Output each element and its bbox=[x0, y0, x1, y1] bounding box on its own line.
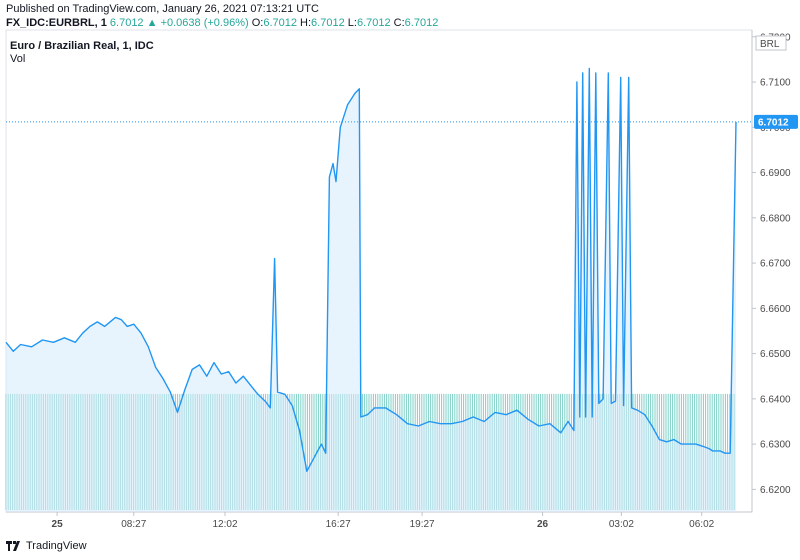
chart-legend: Euro / Brazilian Real, 1, IDC Vol bbox=[10, 40, 154, 66]
last-price-tag bbox=[754, 114, 798, 129]
low-value: 6.7012 bbox=[356, 17, 391, 29]
instrument-name: Euro / Brazilian Real, 1, IDC bbox=[10, 40, 154, 52]
published-line: Published on TradingView.com, January 26… bbox=[6, 3, 319, 15]
volume-label: Vol bbox=[10, 53, 26, 65]
x-tick-label: 16:27 bbox=[326, 519, 351, 530]
last-price: 6.7012 bbox=[109, 17, 144, 29]
x-tick-label: 06:02 bbox=[689, 519, 714, 530]
chart-header: Published on TradingView.com, January 26… bbox=[6, 2, 438, 30]
close-label: C: bbox=[393, 17, 405, 29]
currency-box bbox=[755, 35, 787, 51]
x-tick-label: 19:27 bbox=[410, 519, 435, 530]
price-line bbox=[5, 67, 737, 472]
y-tick-label: 6.6900 bbox=[760, 168, 791, 179]
y-tick-label: 6.6200 bbox=[760, 485, 791, 496]
ohlc-line: FX_IDC:EURBRL, 1 6.7012 ▲ +0.0638 (+0.96… bbox=[6, 16, 438, 30]
open-value: 6.7012 bbox=[263, 17, 297, 29]
currency-label: BRL bbox=[760, 39, 780, 50]
last-price-tag-label: 6.7012 bbox=[758, 117, 789, 128]
y-tick-label: 6.6700 bbox=[760, 259, 791, 270]
low-label: L: bbox=[347, 17, 357, 29]
y-tick-label: 6.6500 bbox=[760, 349, 791, 360]
footer-brand: TradingView bbox=[6, 540, 87, 552]
change-value: ▲ +0.0638 (+0.96%) bbox=[146, 17, 249, 29]
high-value: 6.7012 bbox=[311, 17, 345, 29]
x-tick-label: 12:02 bbox=[212, 519, 237, 530]
close-value: 6.7012 bbox=[404, 17, 439, 29]
x-tick-label: 25 bbox=[52, 519, 64, 530]
open-label: O: bbox=[251, 17, 264, 29]
y-tick-label: 6.6600 bbox=[760, 304, 791, 315]
high-label: H: bbox=[300, 17, 312, 29]
y-tick-label: 6.6300 bbox=[760, 440, 791, 451]
brand-name: TradingView bbox=[26, 540, 87, 552]
price-area-fill bbox=[6, 68, 736, 512]
x-tick-label: 03:02 bbox=[609, 519, 634, 530]
y-tick-label: 6.6400 bbox=[760, 394, 791, 405]
y-tick-label: 6.7100 bbox=[760, 78, 791, 89]
tradingview-logo-icon bbox=[6, 541, 20, 551]
y-tick-label: 6.6800 bbox=[760, 213, 791, 224]
x-tick-label: 26 bbox=[537, 519, 549, 530]
x-tick-label: 08:27 bbox=[121, 519, 146, 530]
symbol-label: FX_IDC:EURBRL, 1 bbox=[6, 17, 107, 29]
